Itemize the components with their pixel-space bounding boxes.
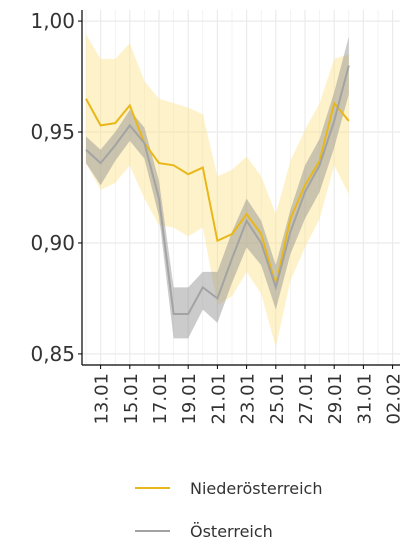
- series-line: [85, 98, 350, 286]
- x-tick-label: 13.01: [92, 373, 113, 425]
- y-tick-label: 1,00: [30, 9, 75, 33]
- x-tick-label: 31.01: [354, 373, 375, 425]
- x-tick-label: 29.01: [325, 373, 346, 425]
- legend-label: Österreich: [190, 522, 273, 541]
- y-tick-label: 0,90: [30, 231, 75, 255]
- y-tick-label: 0,85: [30, 342, 75, 366]
- x-tick-label: 27.01: [296, 373, 317, 425]
- x-tick-label: 02.02: [384, 373, 401, 425]
- x-tick-label: 19.01: [179, 373, 200, 425]
- confidence-band: [86, 34, 349, 348]
- x-tick-label: 25.01: [267, 373, 288, 425]
- y-tick-label: 0,95: [30, 120, 75, 144]
- x-tick-label: 17.01: [150, 373, 171, 425]
- x-tick-label: 15.01: [121, 373, 142, 425]
- x-tick-label: 23.01: [238, 373, 259, 425]
- legend-label: Niederösterreich: [190, 479, 322, 498]
- x-tick-label: 21.01: [208, 373, 229, 425]
- series-line: [85, 65, 350, 315]
